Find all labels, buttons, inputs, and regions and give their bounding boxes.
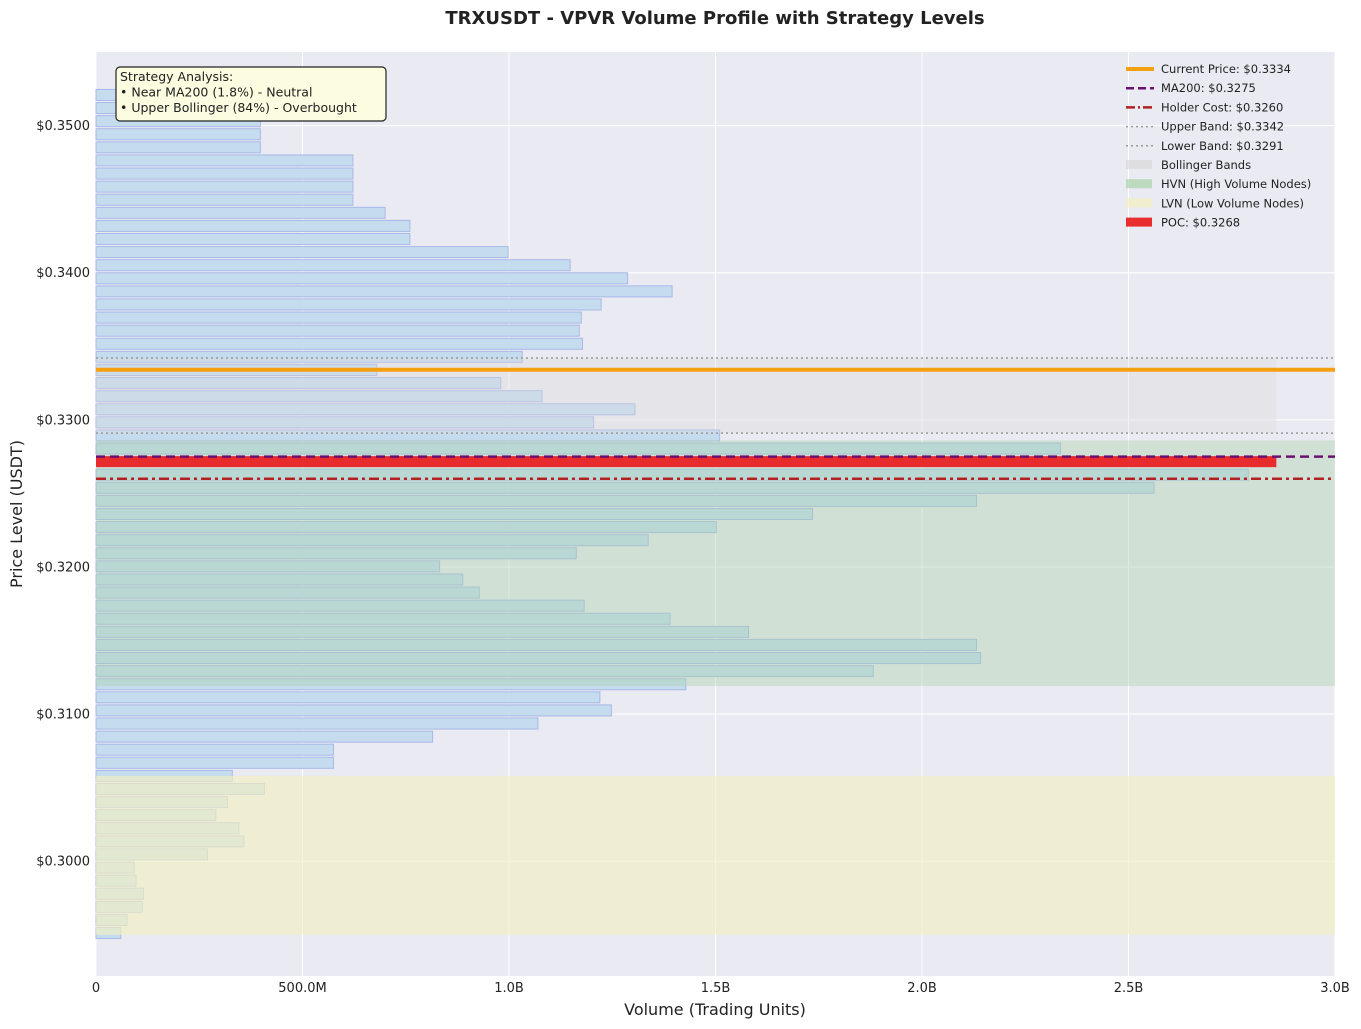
x-tick-label: 500.0M bbox=[278, 981, 326, 996]
volume-bar bbox=[95, 691, 601, 704]
x-tick-label: 0 bbox=[92, 981, 100, 996]
volume-bar bbox=[95, 324, 580, 337]
volume-bar bbox=[95, 350, 523, 363]
legend-patch-icon bbox=[1126, 179, 1152, 189]
x-tick-label: 2.5B bbox=[1114, 981, 1144, 996]
legend: Current Price: $0.3334 MA200: $0.3275 Hold… bbox=[1126, 62, 1311, 230]
volume-bar bbox=[95, 534, 649, 547]
volume-bar bbox=[95, 232, 411, 246]
volume-bar bbox=[95, 403, 636, 416]
legend-entry: Upper Band: $0.3342 bbox=[1126, 120, 1284, 134]
legend-label: Bollinger Bands bbox=[1161, 158, 1251, 172]
volume-bar bbox=[95, 206, 386, 219]
volume-bar bbox=[95, 337, 584, 350]
legend-label: Current Price: $0.3334 bbox=[1161, 62, 1291, 76]
volume-bar bbox=[95, 298, 602, 311]
volume-bar bbox=[95, 416, 595, 429]
volume-bar bbox=[95, 377, 502, 390]
volume-bar bbox=[95, 573, 464, 586]
legend-entry: MA200: $0.3275 bbox=[1126, 81, 1256, 95]
legend-patch-icon bbox=[1126, 217, 1152, 227]
volume-bar bbox=[95, 730, 434, 743]
strategy-annotation: Strategy Analysis:• Near MA200 (1.8%) - … bbox=[115, 66, 387, 122]
volume-bar bbox=[95, 507, 814, 521]
plot-area: 0 500.0M 1.0B 1.5B 2.0B 2.5B 3.0B $0.3000 $0.310… bbox=[36, 52, 1350, 996]
legend-label: POC: $0.3268 bbox=[1161, 216, 1240, 230]
volume-bar bbox=[95, 704, 612, 717]
hvn-zone bbox=[96, 440, 1335, 687]
volume-bar bbox=[95, 521, 717, 534]
poc-bar bbox=[96, 456, 1277, 468]
y-tick-label: $0.3500 bbox=[36, 119, 90, 134]
y-axis-label: Price Level (USDT) bbox=[7, 440, 26, 588]
x-tick-label: 1.0B bbox=[494, 981, 524, 996]
x-axis-label: Volume (Trading Units) bbox=[624, 1000, 806, 1019]
chart-title: TRXUSDT - VPVR Volume Profile with Strat… bbox=[445, 8, 984, 29]
volume-bar bbox=[95, 599, 585, 612]
volume-bar bbox=[95, 442, 1061, 455]
legend-label: LVN (Low Volume Nodes) bbox=[1161, 196, 1304, 210]
volume-bar bbox=[95, 311, 582, 324]
x-tick-label: 3.0B bbox=[1320, 981, 1350, 996]
volume-bar bbox=[95, 180, 354, 193]
legend-patch-icon bbox=[1126, 198, 1152, 208]
volume-bar bbox=[95, 259, 571, 272]
volume-bar bbox=[95, 625, 750, 638]
legend-label: Lower Band: $0.3291 bbox=[1161, 139, 1284, 153]
volume-bar bbox=[95, 128, 261, 141]
legend-entry: Holder Cost: $0.3260 bbox=[1126, 100, 1283, 114]
legend-entry: Current Price: $0.3334 bbox=[1126, 62, 1291, 76]
legend-entry: Lower Band: $0.3291 bbox=[1126, 139, 1284, 153]
volume-bar bbox=[95, 665, 874, 678]
volume-bar bbox=[95, 481, 1155, 494]
volume-bar bbox=[95, 468, 1249, 481]
annotation-line: • Near MA200 (1.8%) - Neutral bbox=[120, 85, 312, 100]
legend-label: Upper Band: $0.3342 bbox=[1161, 120, 1284, 134]
volume-bar bbox=[95, 652, 982, 665]
legend-label: Holder Cost: $0.3260 bbox=[1161, 100, 1283, 114]
volume-bar bbox=[95, 756, 334, 769]
volume-bar bbox=[95, 272, 629, 285]
volume-bar bbox=[95, 429, 721, 442]
volume-bar bbox=[95, 586, 480, 599]
legend-entry: HVN (High Volume Nodes) bbox=[1126, 177, 1311, 191]
volume-bar bbox=[95, 612, 671, 625]
y-tick-label: $0.3100 bbox=[36, 708, 90, 723]
annotation-box bbox=[115, 66, 387, 122]
y-tick-label: $0.3400 bbox=[36, 266, 90, 281]
volume-bar bbox=[95, 678, 687, 691]
legend-entry: LVN (Low Volume Nodes) bbox=[1126, 196, 1304, 210]
annotation-line: Strategy Analysis: bbox=[120, 69, 233, 84]
volume-bar bbox=[95, 167, 354, 180]
volume-bar bbox=[95, 154, 354, 167]
volume-bar bbox=[95, 743, 334, 756]
volume-bar bbox=[95, 638, 978, 651]
y-tick-label: $0.3000 bbox=[36, 855, 90, 870]
volume-bar bbox=[95, 390, 543, 403]
legend-label: MA200: $0.3275 bbox=[1161, 81, 1256, 95]
legend-label: HVN (High Volume Nodes) bbox=[1161, 177, 1311, 191]
volume-bar bbox=[95, 547, 577, 560]
annotation-line: • Upper Bollinger (84%) - Overbought bbox=[120, 100, 357, 115]
volume-bar bbox=[95, 219, 411, 232]
legend-patch-icon bbox=[1126, 160, 1152, 169]
volume-bar bbox=[95, 193, 354, 206]
volume-bar bbox=[95, 717, 539, 730]
x-tick-label: 1.5B bbox=[701, 981, 731, 996]
y-tick-label: $0.3300 bbox=[36, 413, 90, 428]
volume-bar bbox=[95, 285, 673, 298]
legend-entry: Bollinger Bands bbox=[1126, 158, 1251, 172]
volume-bar bbox=[95, 494, 978, 507]
x-tick-label: 2.0B bbox=[907, 981, 937, 996]
lvn-zone bbox=[96, 775, 1335, 935]
volume-bar bbox=[95, 560, 441, 573]
legend-entry: POC: $0.3268 bbox=[1126, 216, 1240, 230]
y-tick-label: $0.3200 bbox=[36, 560, 90, 575]
volume-bar bbox=[95, 141, 261, 154]
volume-bar bbox=[95, 246, 509, 259]
